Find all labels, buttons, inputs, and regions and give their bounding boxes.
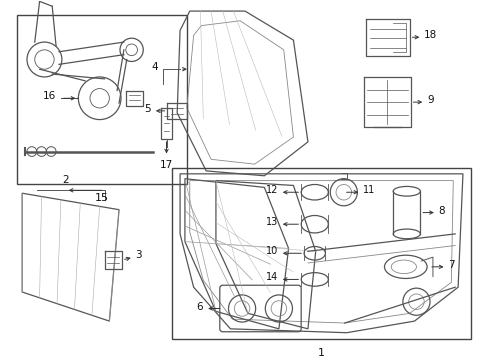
Text: 5: 5 bbox=[144, 104, 151, 114]
Text: 12: 12 bbox=[265, 185, 277, 195]
Text: 17: 17 bbox=[160, 160, 173, 170]
Bar bbox=[17, 15, 186, 184]
Text: 13: 13 bbox=[265, 217, 277, 227]
Text: 8: 8 bbox=[438, 206, 445, 216]
Text: 11: 11 bbox=[363, 185, 375, 195]
Text: 10: 10 bbox=[265, 246, 277, 256]
Text: 1: 1 bbox=[317, 348, 325, 358]
Text: 9: 9 bbox=[426, 95, 433, 105]
Text: 4: 4 bbox=[151, 62, 158, 72]
Text: 18: 18 bbox=[424, 30, 437, 40]
Text: 14: 14 bbox=[265, 273, 277, 283]
Text: 2: 2 bbox=[62, 175, 69, 185]
Text: 7: 7 bbox=[447, 260, 454, 270]
Text: 3: 3 bbox=[135, 250, 142, 260]
Text: 15: 15 bbox=[95, 193, 109, 203]
Text: 6: 6 bbox=[196, 302, 203, 311]
Bar bbox=[172, 168, 470, 338]
Text: 16: 16 bbox=[43, 91, 56, 101]
